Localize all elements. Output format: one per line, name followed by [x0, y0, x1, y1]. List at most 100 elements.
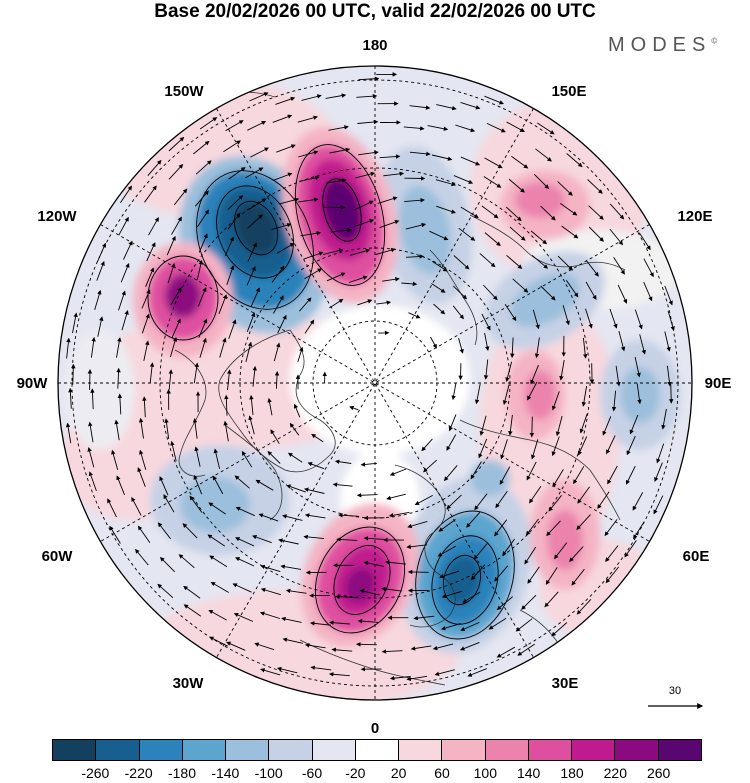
wind-vector: [643, 258, 654, 278]
wind-vector: [638, 232, 651, 251]
wind-vector: [431, 154, 453, 161]
wind-vector: [197, 287, 207, 307]
wind-vector: [189, 495, 203, 513]
wind-vector: [304, 319, 315, 334]
wind-vector: [121, 310, 129, 331]
map-boundary: [57, 65, 693, 701]
contour-line: [196, 170, 314, 310]
wind-vector: [517, 643, 535, 656]
wind-vector: [664, 285, 673, 306]
wind-vector: [617, 284, 628, 304]
wind-vector: [545, 567, 558, 585]
anomaly-area: [165, 274, 201, 318]
wind-vector: [431, 283, 446, 293]
wind-vector: [297, 346, 304, 363]
wind-vector: [322, 248, 344, 255]
wind-vector: [286, 484, 306, 493]
wind-vector: [443, 465, 458, 482]
wind-vector: [303, 534, 325, 540]
wind-vector: [460, 621, 480, 632]
wind-vector: [483, 359, 489, 380]
wind-vector: [406, 675, 428, 682]
wind-vector: [224, 236, 234, 256]
wind-vector: [328, 672, 350, 677]
wind-vector: [289, 422, 300, 436]
wind-vector: [255, 479, 274, 491]
colorbar-tick-label: 180: [560, 765, 584, 781]
wind-vector: [460, 156, 481, 166]
wind-vector: [247, 242, 257, 262]
wind-vector: [254, 642, 275, 651]
wind-vector: [484, 232, 501, 247]
wind-vector: [576, 514, 591, 530]
wind-vector: [298, 150, 319, 158]
colorbar-swatch: [355, 740, 400, 760]
wind-vector: [405, 222, 427, 230]
wind-vector: [199, 337, 207, 358]
wind-vector: [123, 240, 133, 260]
wind-vector: [159, 556, 176, 573]
wind-vector: [213, 448, 221, 469]
colorbar-tick-label: -100: [254, 765, 283, 781]
colorbar-tick-label: -180: [167, 765, 197, 781]
wind-vector: [139, 449, 147, 470]
colorbar-tick-label: 20: [390, 765, 407, 781]
wind-vector: [581, 385, 588, 407]
wind-vector: [168, 369, 173, 391]
wind-vector: [474, 493, 488, 511]
wind-vector: [451, 383, 457, 401]
meridian: [216, 108, 534, 658]
wind-vector: [385, 560, 406, 565]
wind-vector: [499, 466, 511, 485]
wind-vector: [293, 403, 301, 418]
wind-vector: [505, 206, 522, 222]
anomaly-area: [180, 477, 250, 533]
wind-vector: [495, 490, 508, 509]
wind-vector: [585, 308, 593, 329]
wind-vector: [664, 331, 671, 352]
wind-vector: [379, 154, 401, 159]
colorbar-tick-label: -20: [345, 765, 366, 781]
meridian: [100, 224, 650, 542]
wind-vector: [167, 263, 176, 284]
wind-vector: [602, 416, 612, 436]
wind-vector: [90, 336, 96, 358]
wind-vector: [571, 568, 585, 586]
wind-vector: [429, 230, 449, 241]
wind-vector: [389, 468, 407, 476]
wind-vector: [325, 93, 347, 99]
wind-vector: [668, 382, 674, 404]
colorbar-swatch: [269, 740, 313, 760]
wind-vector: [72, 312, 78, 334]
wind-vector: [470, 461, 482, 480]
wind-vector: [479, 253, 496, 268]
wind-vector: [529, 416, 535, 438]
wind-vector: [334, 459, 352, 464]
colorbar-tick-label: -260: [81, 765, 110, 781]
wind-vector: [363, 536, 385, 541]
wind-vector: [207, 534, 226, 547]
wind-vector: [376, 300, 392, 305]
wind-vector: [474, 383, 481, 405]
wind-vector: [331, 227, 352, 233]
wind-vector: [524, 546, 537, 565]
wind-vector: [282, 637, 303, 644]
wind-vector: [421, 438, 433, 452]
wind-vector: [388, 511, 410, 518]
wind-vector: [643, 281, 653, 302]
wind-vector: [338, 513, 359, 518]
wind-vector: [267, 450, 281, 464]
wind-vector: [137, 467, 146, 487]
wind-vector: [654, 462, 663, 482]
wind-vector: [530, 230, 548, 245]
wind-vector: [208, 609, 227, 621]
wind-vector: [533, 173, 550, 190]
wind-vector: [432, 643, 454, 651]
wind-vector: [508, 414, 513, 436]
wind-vector: [299, 175, 320, 182]
wind-vector: [304, 643, 326, 649]
wind-vector: [209, 636, 228, 647]
wind-vector: [118, 290, 126, 311]
wind-vector: [512, 278, 529, 293]
wind-vector: [267, 397, 273, 416]
